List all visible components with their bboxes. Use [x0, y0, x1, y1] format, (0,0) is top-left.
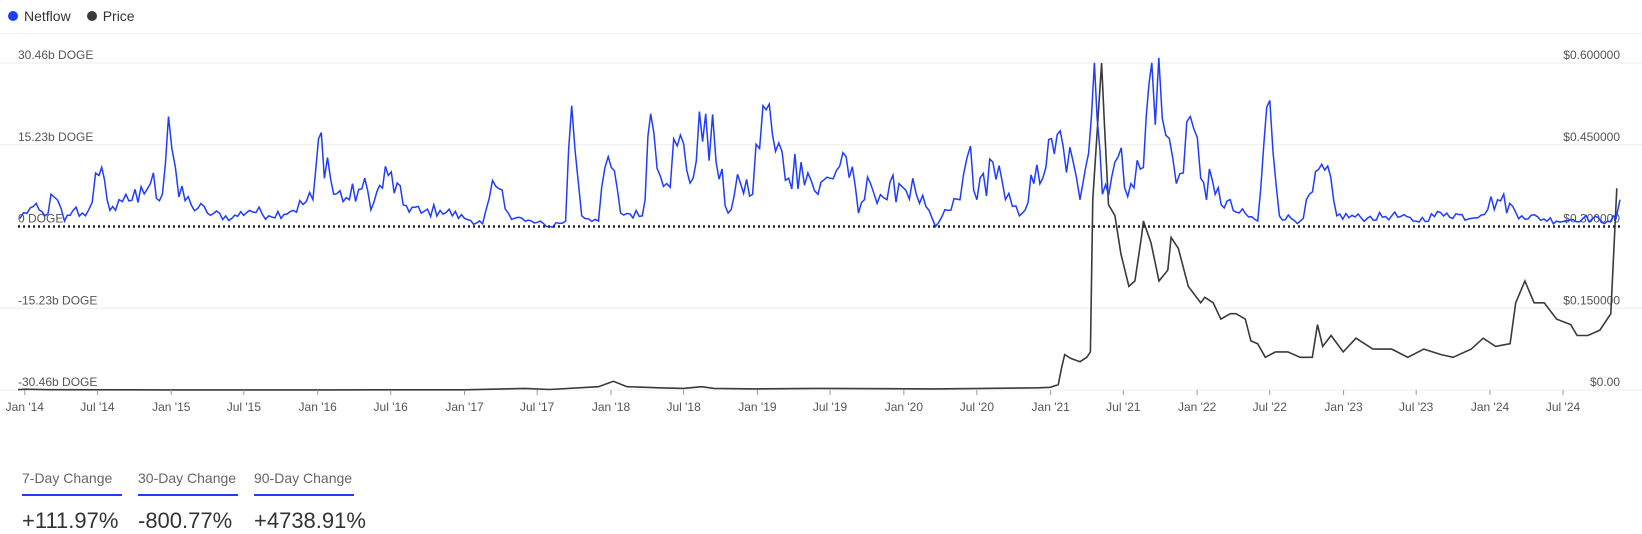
x-tick-label: Jan '24 — [1471, 400, 1510, 414]
x-tick-label: Jan '23 — [1324, 400, 1363, 414]
chart-area[interactable]: 30.46b DOGE 15.23b DOGE 0 DOGE -15.23b DOGE… — [0, 33, 1642, 448]
legend-item-price[interactable]: Price — [86, 8, 135, 24]
netflow-price-chart[interactable]: 30.46b DOGE 15.23b DOGE 0 DOGE -15.23b DOGE… — [0, 33, 1642, 448]
x-tick-label: Jul '19 — [813, 400, 848, 414]
right-tick-label: $0.600000 — [1563, 48, 1620, 62]
x-tick-label: Jul '21 — [1106, 400, 1141, 414]
right-tick-label: $0.00 — [1590, 375, 1620, 389]
legend-label-netflow: Netflow — [24, 8, 71, 24]
change-30d-label[interactable]: 30-Day Change — [138, 470, 238, 496]
left-tick-label: -30.46b DOGE — [18, 375, 97, 389]
legend-label-price: Price — [102, 8, 135, 24]
left-axis-ticks: 30.46b DOGE 15.23b DOGE 0 DOGE -15.23b DOGE… — [18, 48, 97, 389]
x-axis-ticks: Jan '14 Jul '14 Jan '15 Jul '15 Jan '16 Jul '… — [6, 390, 1581, 414]
change-7d-label[interactable]: 7-Day Change — [22, 470, 122, 496]
change-90d[interactable]: 90-Day Change +4738.91% — [254, 470, 366, 534]
change-30d[interactable]: 30-Day Change -800.77% — [138, 470, 238, 534]
x-tick-label: Jul '18 — [666, 400, 701, 414]
x-tick-label: Jul '16 — [374, 400, 409, 414]
x-tick-label: Jan '16 — [299, 400, 338, 414]
price-series-line — [17, 62, 1618, 391]
change-90d-label[interactable]: 90-Day Change — [254, 470, 354, 496]
x-tick-label: Jan '22 — [1178, 400, 1217, 414]
left-tick-label: 0 DOGE — [18, 212, 63, 226]
x-tick-label: Jul '22 — [1253, 400, 1288, 414]
x-tick-label: Jan '14 — [6, 400, 45, 414]
right-tick-label: $0.450000 — [1563, 130, 1620, 144]
left-tick-label: 30.46b DOGE — [18, 48, 93, 62]
netflow-dot-icon — [8, 11, 18, 21]
x-tick-label: Jan '17 — [445, 400, 484, 414]
x-tick-label: Jul '23 — [1399, 400, 1434, 414]
price-dot-icon — [86, 11, 97, 21]
grid-lines — [0, 62, 1642, 391]
x-tick-label: Jul '15 — [227, 400, 262, 414]
change-stats: 7-Day Change +111.97% 30-Day Change -800… — [22, 470, 366, 534]
x-tick-label: Jan '19 — [738, 400, 777, 414]
x-tick-label: Jan '20 — [885, 400, 924, 414]
x-tick-label: Jul '17 — [520, 400, 555, 414]
legend-item-netflow[interactable]: Netflow — [8, 8, 71, 24]
x-tick-label: Jan '15 — [152, 400, 191, 414]
left-tick-label: 15.23b DOGE — [18, 130, 93, 144]
x-tick-label: Jul '14 — [80, 400, 115, 414]
x-tick-label: Jan '21 — [1032, 400, 1071, 414]
change-7d[interactable]: 7-Day Change +111.97% — [22, 470, 122, 534]
change-90d-value: +4738.91% — [254, 508, 366, 533]
left-tick-label: -15.23b DOGE — [18, 293, 97, 307]
right-tick-label: $0.150000 — [1563, 293, 1620, 307]
chart-legend: Netflow Price — [8, 4, 135, 28]
netflow-series-line — [19, 57, 1621, 228]
change-7d-value: +111.97% — [22, 508, 119, 533]
x-tick-label: Jan '18 — [592, 400, 631, 414]
x-tick-label: Jul '24 — [1546, 400, 1581, 414]
change-30d-value: -800.77% — [138, 508, 233, 533]
x-tick-label: Jul '20 — [960, 400, 995, 414]
